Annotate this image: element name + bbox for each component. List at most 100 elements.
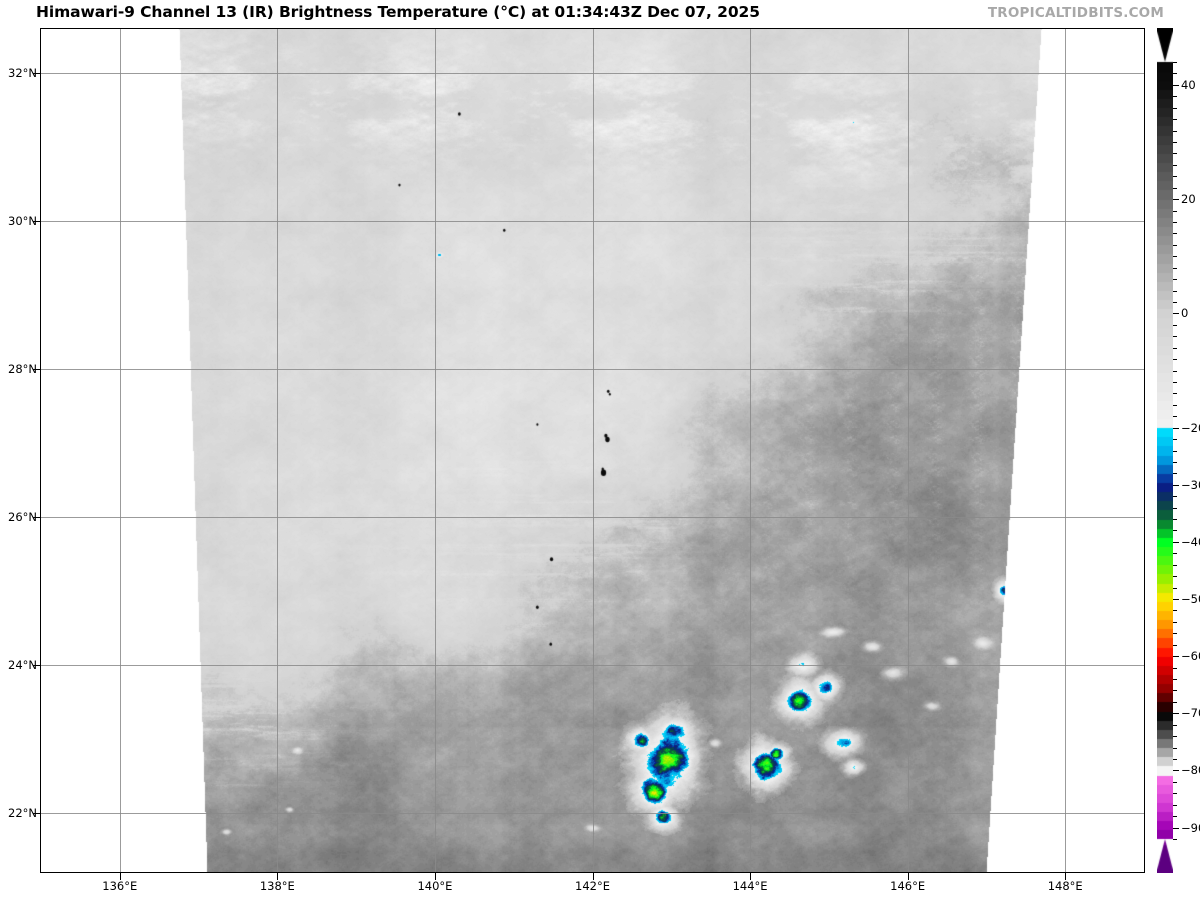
colorbar-minor-tick [1173,530,1177,531]
x-axis-tick-label: 144°E [732,879,768,893]
x-axis-tick-mark [908,873,909,880]
colorbar-minor-tick [1173,725,1177,726]
colorbar-minor-tick [1173,348,1177,349]
colorbar-minor-tick [1173,416,1177,417]
colorbar-minor-tick [1173,165,1177,166]
colorbar-major-tick [1173,485,1179,487]
colorbar-minor-tick [1173,496,1177,497]
colorbar-tick-label: −30 [1181,477,1200,492]
y-axis-tick-mark [33,221,40,222]
colorbar-minor-tick [1173,119,1177,120]
map-plot-area[interactable] [40,28,1145,873]
colorbar-tick-label: −70 [1181,706,1200,721]
colorbar-major-tick [1173,828,1179,830]
colorbar-minor-tick [1173,610,1177,611]
colorbar-minor-tick [1173,451,1177,452]
colorbar-minor-tick [1173,565,1177,566]
colorbar-minor-tick [1173,519,1177,520]
colorbar-major-tick [1173,313,1179,315]
colorbar-minor-tick [1173,142,1177,143]
colorbar-minor-tick [1173,736,1177,737]
colorbar-tick-label: −40 [1181,534,1200,549]
colorbar-minor-tick [1173,176,1177,177]
colorbar-minor-tick [1173,816,1177,817]
colorbar-minor-tick [1173,279,1177,280]
y-axis-tick-label: 22°N [8,805,37,820]
x-axis-tick-mark [593,873,594,880]
colorbar-minor-tick [1173,359,1177,360]
colorbar-minor-tick [1173,782,1177,783]
colorbar-minor-tick [1173,839,1177,840]
colorbar-minor-tick [1173,153,1177,154]
colorbar-minor-tick [1173,256,1177,257]
colorbar-minor-tick [1173,222,1177,223]
colorbar-minor-tick [1173,702,1177,703]
colorbar-minor-tick [1173,793,1177,794]
colorbar-minor-tick [1173,268,1177,269]
colorbar-gradient [1157,28,1173,873]
y-axis-tick-label: 26°N [8,510,37,525]
colorbar-major-tick [1173,542,1179,544]
colorbar-minor-tick [1173,405,1177,406]
colorbar-tick-label: −90 [1181,820,1200,835]
colorbar-minor-tick [1173,233,1177,234]
y-axis-tick-label: 32°N [8,66,37,81]
watermark-label: TROPICALTIDBITS.COM [987,5,1164,21]
colorbar-minor-tick [1173,108,1177,109]
colorbar-minor-tick [1173,131,1177,132]
colorbar-tick-label: −20 [1181,420,1200,435]
colorbar-minor-tick [1173,393,1177,394]
colorbar-major-tick [1173,199,1179,201]
colorbar-minor-tick [1173,508,1177,509]
title-bar: Himawari-9 Channel 13 (IR) Brightness Te… [0,0,1200,26]
colorbar-minor-tick [1173,96,1177,97]
colorbar-minor-tick [1173,748,1177,749]
colorbar-minor-tick [1173,576,1177,577]
colorbar-major-tick [1173,85,1179,87]
colorbar-tick-label: 20 [1181,192,1196,207]
colorbar-minor-tick [1173,473,1177,474]
x-axis-tick-label: 142°E [575,879,610,893]
colorbar-major-tick [1173,713,1179,715]
colorbar-tick-label: −80 [1181,763,1200,778]
y-axis-tick-mark [33,517,40,518]
colorbar-minor-tick [1173,622,1177,623]
colorbar-minor-tick [1173,588,1177,589]
colorbar-major-tick [1173,428,1179,430]
colorbar-minor-tick [1173,73,1177,74]
colorbar-minor-tick [1173,211,1177,212]
colorbar-minor-tick [1173,245,1177,246]
colorbar-minor-tick [1173,690,1177,691]
y-axis-tick-label: 28°N [8,362,37,377]
colorbar-tick-label: −50 [1181,592,1200,607]
colorbar-major-tick [1173,770,1179,772]
y-axis-tick-mark [33,813,40,814]
colorbar-minor-tick [1173,645,1177,646]
colorbar-minor-tick [1173,62,1177,63]
colorbar-minor-tick [1173,462,1177,463]
x-axis-tick-label: 146°E [890,879,926,893]
y-axis-tick-mark [33,665,40,666]
colorbar-minor-tick [1173,291,1177,292]
colorbar[interactable] [1157,28,1173,873]
colorbar-minor-tick [1173,302,1177,303]
colorbar-minor-tick [1173,679,1177,680]
y-axis-tick-label: 24°N [8,657,37,672]
colorbar-minor-tick [1173,382,1177,383]
colorbar-minor-tick [1173,188,1177,189]
x-axis-tick-label: 148°E [1047,879,1083,893]
x-axis-tick-label: 138°E [259,879,295,893]
colorbar-major-tick [1173,656,1179,658]
x-axis-tick-label: 140°E [417,879,453,893]
colorbar-minor-tick [1173,668,1177,669]
x-axis-tick-label: 136°E [102,879,138,893]
colorbar-minor-tick [1173,553,1177,554]
colorbar-minor-tick [1173,759,1177,760]
colorbar-minor-tick [1173,336,1177,337]
colorbar-tick-label: −60 [1181,649,1200,664]
y-axis-tick-mark [33,73,40,74]
x-axis-tick-mark [277,873,278,880]
colorbar-minor-tick [1173,805,1177,806]
page-title: Himawari-9 Channel 13 (IR) Brightness Te… [36,3,760,21]
